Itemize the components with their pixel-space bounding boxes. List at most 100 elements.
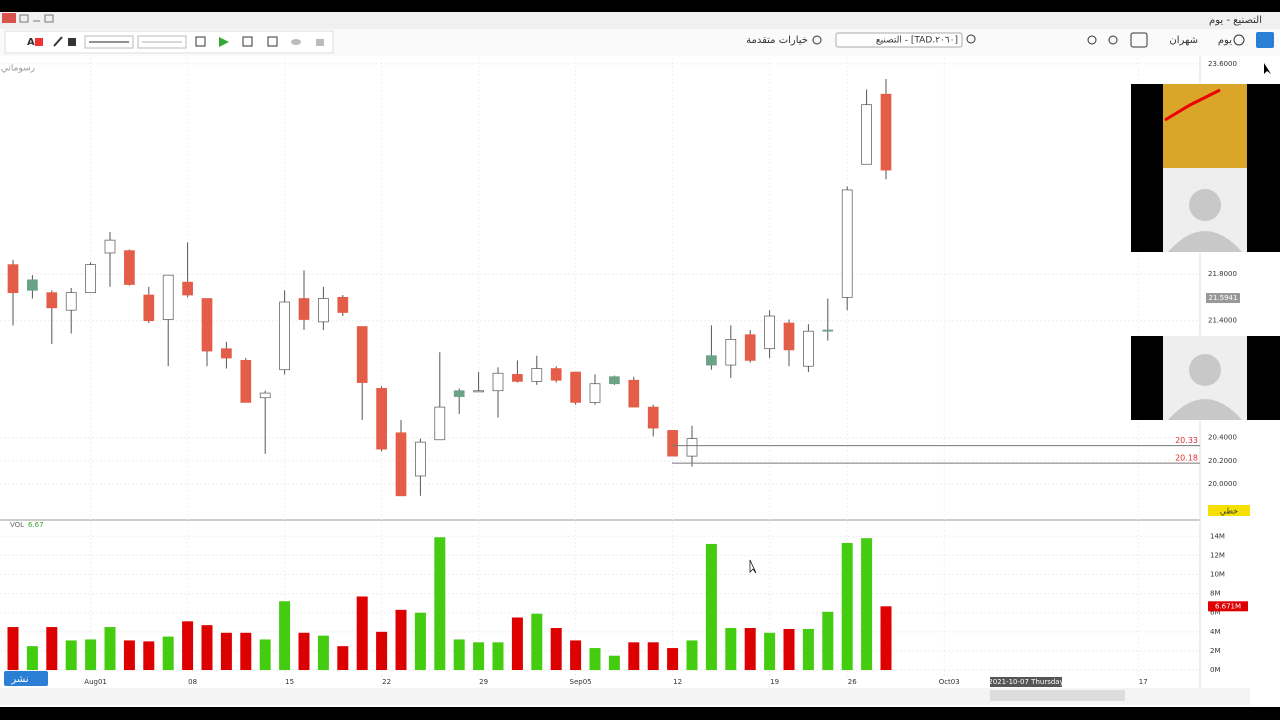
volume-bar bbox=[764, 632, 776, 671]
search-icon[interactable] bbox=[966, 34, 976, 44]
tool-icon[interactable] bbox=[195, 36, 206, 47]
window bbox=[0, 12, 1280, 707]
x-tick-label: 29 bbox=[479, 678, 488, 686]
candle-body bbox=[85, 264, 96, 294]
volume-bar bbox=[511, 617, 523, 671]
restore-button[interactable] bbox=[19, 14, 29, 23]
candle-body bbox=[162, 274, 174, 320]
tool-icon[interactable] bbox=[1108, 35, 1118, 45]
volume-bar bbox=[589, 648, 601, 671]
candle-body bbox=[453, 390, 465, 397]
avatar-body bbox=[1168, 231, 1242, 252]
volume-bar bbox=[182, 621, 194, 671]
range-selector[interactable]: شهران bbox=[1169, 35, 1198, 46]
period-icon[interactable] bbox=[1233, 34, 1245, 46]
publish-label[interactable]: نشر bbox=[10, 674, 28, 685]
chart-style-label[interactable]: خطي bbox=[1220, 507, 1238, 516]
title-bar: التصنيع - يوم bbox=[0, 12, 1280, 29]
candle-body bbox=[492, 372, 504, 392]
scroll-thumb[interactable] bbox=[990, 690, 1125, 701]
volume-last: 6.67 bbox=[28, 521, 44, 529]
volume-bar bbox=[356, 596, 368, 671]
volume-bar bbox=[705, 543, 717, 671]
volume-bar bbox=[395, 609, 407, 671]
y-tick-label: 2M bbox=[1210, 647, 1221, 655]
close-button[interactable] bbox=[2, 13, 16, 23]
avatar-head bbox=[1189, 354, 1221, 386]
advanced-options[interactable]: خيارات متقدمة bbox=[746, 35, 808, 46]
candle-body bbox=[279, 301, 290, 371]
tool-icon[interactable] bbox=[242, 36, 253, 47]
y-tick-label: 20.0000 bbox=[1208, 480, 1237, 488]
toolbar: A خيارات متقدمة التصنيع - [TAD.٢٠٦٠] شهر… bbox=[0, 29, 1280, 56]
volume-bar bbox=[259, 639, 271, 671]
volume-bar bbox=[317, 635, 329, 671]
scrollbar[interactable] bbox=[0, 688, 1250, 705]
candle-body bbox=[822, 329, 834, 332]
candle-body bbox=[512, 374, 523, 382]
candle-body bbox=[65, 292, 77, 311]
x-tick-label: 12 bbox=[673, 678, 682, 686]
candle-body bbox=[298, 298, 310, 320]
crosshair-date: 2021-10-07 Thursday bbox=[988, 678, 1063, 686]
tool-icon[interactable] bbox=[291, 39, 301, 45]
volume-bar bbox=[337, 646, 349, 671]
volume-bar bbox=[123, 640, 135, 671]
symbol: التصنيع - [TAD.٢٠٦٠] bbox=[876, 36, 958, 46]
text-tool[interactable]: A bbox=[27, 37, 35, 48]
candle-body bbox=[473, 390, 484, 393]
pen-tool[interactable] bbox=[53, 36, 63, 47]
volume-bar bbox=[414, 612, 426, 671]
candle-body bbox=[803, 330, 814, 367]
x-tick-label: 22 bbox=[382, 678, 391, 686]
candle-body bbox=[376, 388, 387, 450]
candle-body bbox=[531, 368, 543, 382]
my-drawings[interactable]: رسوماتي bbox=[1, 64, 35, 74]
tool-icon[interactable] bbox=[1130, 32, 1148, 48]
y-tick-label: 12M bbox=[1210, 551, 1225, 559]
tool-icon[interactable] bbox=[267, 36, 278, 47]
volume-bar bbox=[143, 641, 155, 671]
last-price-box bbox=[1206, 293, 1240, 304]
volume-bar bbox=[220, 632, 232, 671]
candle-body bbox=[240, 360, 252, 403]
volume-bar bbox=[162, 636, 174, 671]
candle-body bbox=[143, 294, 155, 322]
draw-toggle[interactable] bbox=[1256, 32, 1274, 48]
volume-bar bbox=[686, 640, 698, 671]
candle-body bbox=[27, 279, 38, 291]
maximize-button[interactable] bbox=[44, 14, 54, 23]
candle-body bbox=[628, 379, 640, 408]
volume-bar bbox=[667, 648, 679, 671]
volume-bar bbox=[628, 642, 640, 671]
tool-icon[interactable] bbox=[316, 39, 324, 46]
publish-button[interactable] bbox=[4, 671, 48, 686]
candle-body bbox=[104, 239, 116, 254]
cursor-icon[interactable] bbox=[1264, 63, 1271, 74]
y-tick-label: 21.4000 bbox=[1208, 317, 1237, 325]
x-tick-label: 26 bbox=[848, 678, 857, 686]
candle-body bbox=[609, 376, 620, 385]
volume-bar bbox=[647, 642, 659, 671]
avatar-body bbox=[1168, 399, 1242, 420]
tool-icon[interactable] bbox=[1087, 35, 1097, 45]
candle-body bbox=[259, 392, 271, 399]
candle-body bbox=[686, 438, 698, 457]
x-tick-label: Aug01 bbox=[84, 678, 107, 686]
tool-icon[interactable] bbox=[219, 37, 229, 47]
y-tick-label: 20.4000 bbox=[1208, 433, 1237, 441]
candle-body bbox=[880, 93, 892, 171]
volume-bar bbox=[376, 631, 388, 671]
level-label: 20.18 bbox=[1175, 454, 1198, 463]
x-tick-label: Oct03 bbox=[939, 678, 960, 686]
chart-style[interactable] bbox=[1208, 505, 1250, 516]
y-tick-label: 6M bbox=[1210, 609, 1221, 617]
volume-bar bbox=[744, 628, 756, 671]
options-icon[interactable] bbox=[812, 35, 822, 45]
y-tick-label: 20.2000 bbox=[1208, 457, 1237, 465]
fill-tool[interactable] bbox=[68, 38, 76, 46]
symbol-search[interactable] bbox=[835, 32, 963, 48]
color-tool[interactable] bbox=[35, 38, 43, 46]
period-selector[interactable]: يوم bbox=[1218, 35, 1232, 46]
